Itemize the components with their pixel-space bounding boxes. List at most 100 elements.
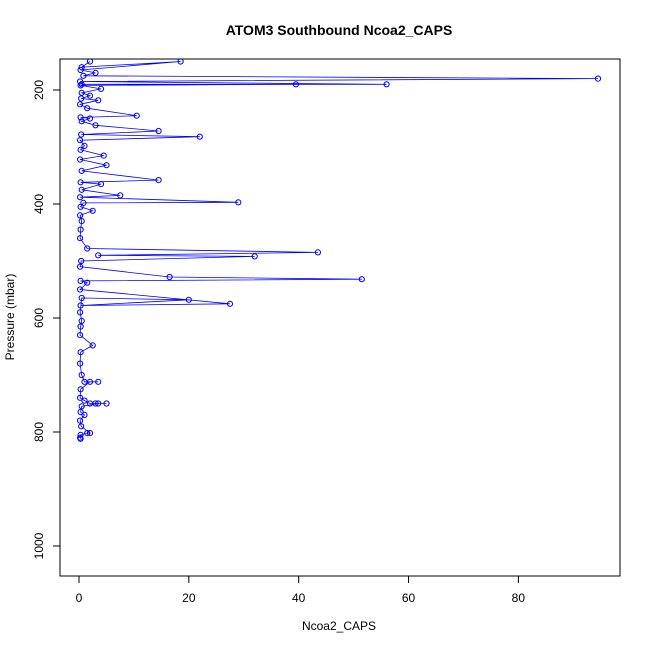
data-point <box>77 332 84 339</box>
data-point <box>78 294 85 302</box>
data-point <box>78 423 85 430</box>
data-point <box>77 194 84 201</box>
data-point <box>594 75 602 82</box>
data-point <box>77 203 84 210</box>
data-point <box>95 378 102 385</box>
data-point <box>77 394 84 401</box>
data-point <box>84 279 91 286</box>
y-tick-label: 800 <box>32 422 46 442</box>
data-point <box>103 400 110 407</box>
data-point <box>81 397 88 404</box>
y-tick-label: 1000 <box>32 532 46 559</box>
data-point <box>89 207 96 214</box>
data-point <box>77 263 84 270</box>
data-point <box>78 403 85 410</box>
data-point <box>133 112 140 119</box>
data-point <box>77 114 84 121</box>
data-point <box>92 400 99 407</box>
data-point <box>81 142 88 149</box>
data-point <box>77 323 84 330</box>
data-point <box>97 85 105 93</box>
data-point <box>77 349 84 356</box>
data-point <box>81 411 88 418</box>
series-line <box>78 61 599 439</box>
data-point <box>226 300 234 307</box>
data-point <box>77 101 84 108</box>
data-point <box>86 92 94 99</box>
data-point <box>103 162 110 169</box>
data-point <box>77 82 84 89</box>
data-point <box>155 177 162 184</box>
data-point <box>92 122 99 129</box>
data-point <box>78 317 85 324</box>
data-point <box>77 226 84 233</box>
data-point <box>77 417 84 424</box>
data-series <box>77 59 602 442</box>
data-point <box>77 386 84 393</box>
data-point <box>77 286 84 293</box>
data-point <box>251 253 258 260</box>
data-point <box>77 360 84 367</box>
data-point <box>117 192 124 199</box>
x-tick-label: 20 <box>182 591 196 605</box>
data-point <box>77 179 84 186</box>
data-point <box>78 167 85 174</box>
data-point <box>383 81 390 88</box>
data-point <box>78 118 85 125</box>
data-point <box>77 408 84 416</box>
data-point <box>95 97 102 104</box>
data-point <box>78 131 85 138</box>
x-tick-label: 0 <box>76 591 83 605</box>
data-point <box>92 69 99 77</box>
data-point <box>77 66 84 74</box>
y-tick-label: 600 <box>32 308 46 328</box>
data-point <box>78 218 85 225</box>
data-point <box>86 378 94 385</box>
data-point <box>77 431 84 438</box>
data-point <box>77 302 84 309</box>
data-point <box>86 430 94 437</box>
data-point <box>78 257 85 265</box>
y-axis: 200 400 600 800 1000 <box>32 80 61 559</box>
data-point <box>78 186 85 193</box>
data-point <box>77 277 84 284</box>
x-axis: 0 20 40 60 80 <box>76 575 526 605</box>
data-point <box>358 276 365 283</box>
data-point <box>77 156 84 163</box>
y-tick-label: 400 <box>32 194 46 214</box>
y-tick-label: 200 <box>32 80 46 100</box>
data-point <box>84 430 91 437</box>
chart-title: ATOM3 Southbound Ncoa2_CAPS <box>226 22 453 38</box>
data-point <box>78 89 85 96</box>
data-point <box>77 309 84 316</box>
x-tick-label: 80 <box>512 591 526 605</box>
data-point <box>77 146 84 153</box>
data-point <box>155 127 162 135</box>
data-point <box>95 400 102 407</box>
x-axis-label: Ncoa2_CAPS <box>302 619 376 633</box>
data-point <box>196 133 203 140</box>
data-point <box>77 235 84 242</box>
data-point <box>78 371 85 379</box>
data-point <box>78 64 85 71</box>
data-point <box>100 152 107 159</box>
x-tick-label: 40 <box>292 591 306 605</box>
data-point <box>78 81 85 88</box>
data-point <box>86 59 94 65</box>
data-point <box>166 273 173 281</box>
data-point <box>77 435 84 442</box>
data-point <box>78 95 85 102</box>
data-point <box>292 81 299 88</box>
data-point <box>77 212 84 219</box>
data-point <box>95 252 102 259</box>
data-point <box>84 245 91 252</box>
data-point <box>235 199 242 206</box>
y-axis-label: Pressure (mbar) <box>3 274 17 361</box>
data-point <box>77 137 84 144</box>
data-point <box>84 105 91 112</box>
x-tick-label: 60 <box>402 591 416 605</box>
data-point <box>97 181 105 188</box>
data-point <box>185 296 192 303</box>
data-point <box>80 72 87 79</box>
plot-frame <box>59 58 621 577</box>
